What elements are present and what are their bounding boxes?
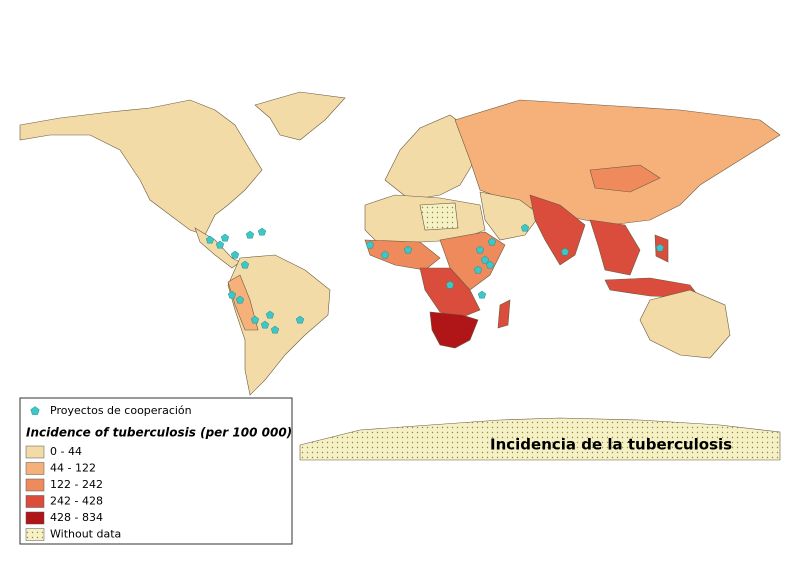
project-point [520,223,530,232]
map-title: Incidencia de la tuberculosis [490,436,732,454]
project-point [230,250,240,259]
madagascar [497,299,511,329]
legend-swatch [25,495,45,508]
project-point [475,245,485,254]
legend-points-label: Proyectos de cooperación [50,404,192,417]
legend-point-symbol [30,406,40,415]
legend-title: Incidence of tuberculosis (per 100 000) [26,426,292,440]
north-america [19,99,263,236]
south-asia [529,194,586,266]
project-point [250,315,260,324]
project-point [265,310,275,319]
project-point [487,237,497,246]
project-point [480,255,490,264]
project-point [485,260,495,269]
legend-swatch [25,462,45,475]
project-point [655,243,665,252]
project-point [270,325,280,334]
project-point [365,240,375,249]
countries [19,91,781,461]
project-point [227,290,237,299]
australia [639,289,731,359]
greenland [254,91,346,141]
legend-swatch [25,528,45,541]
project-point [473,265,483,274]
west-africa [364,239,441,271]
project-point [235,295,245,304]
legend-label: 242 - 428 [50,495,103,508]
sahara-nodata [419,202,459,231]
andes [227,274,259,331]
legend-label: 44 - 122 [50,462,96,475]
central-africa [419,267,481,319]
legend: Proyectos de cooperación Incidence of tu… [19,397,293,545]
antarctica [299,417,781,461]
project-point [220,233,230,242]
project-point [245,230,255,239]
southern-africa [429,311,479,349]
legend-swatch [25,445,45,459]
project-point [295,315,305,324]
project-point [380,250,390,259]
legend-label: 428 - 834 [50,511,103,524]
mongolia [589,164,661,193]
legend-label: 122 - 242 [50,478,103,491]
project-point [260,320,270,329]
project-point [477,290,487,299]
project-point [205,235,215,244]
southeast-asia [589,219,641,276]
project-point [560,247,570,256]
project-point [257,227,267,236]
project-point [403,245,413,254]
legend-label: 0 - 44 [50,445,82,458]
project-point [215,240,225,249]
legend-swatch [25,478,45,492]
project-points [205,223,665,334]
project-point [445,280,455,289]
legend-box [19,397,293,545]
legend-swatch [25,511,45,525]
project-point [240,260,250,269]
south-america [227,254,331,396]
legend-label: Without data [50,528,121,541]
